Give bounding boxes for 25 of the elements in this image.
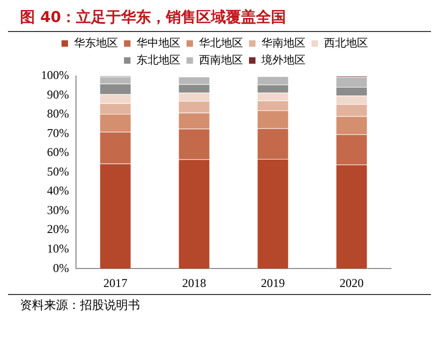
x-tick-label: 2018 <box>182 276 206 290</box>
x-tick-label: 2020 <box>340 276 364 290</box>
x-tick-label: 2019 <box>260 276 285 290</box>
y-tick-label: 100% <box>40 68 69 82</box>
y-tick-label: 70% <box>46 126 69 140</box>
legend-label: 境外地区 <box>260 53 306 66</box>
y-tick-label: 20% <box>46 222 69 236</box>
y-tick-label: 50% <box>46 164 69 178</box>
y-tick-label: 90% <box>46 87 69 102</box>
legend-label: 东北地区 <box>136 53 180 66</box>
legend-label: 华北地区 <box>198 36 243 50</box>
y-tick-label: 80% <box>46 106 69 121</box>
y-tick-label: 0% <box>52 260 69 275</box>
chart-title: 图 40：立足于华东，销售区域覆盖全国 <box>8 8 431 32</box>
legend-label: 华东地区 <box>74 36 118 50</box>
y-tick-label: 10% <box>46 241 69 256</box>
text: 资料来源：招股说明书 <box>8 294 431 314</box>
legend-label: 西北地区 <box>324 36 368 50</box>
y-tick-label: 40% <box>46 184 69 198</box>
legend-label: 华南地区 <box>261 36 306 50</box>
x-tick-label: 2017 <box>103 276 128 290</box>
y-tick-label: 60% <box>46 145 69 160</box>
y-tick-label: 30% <box>46 202 69 217</box>
legend-label: 华中地区 <box>136 36 180 50</box>
legend-label: 西南地区 <box>198 53 243 66</box>
